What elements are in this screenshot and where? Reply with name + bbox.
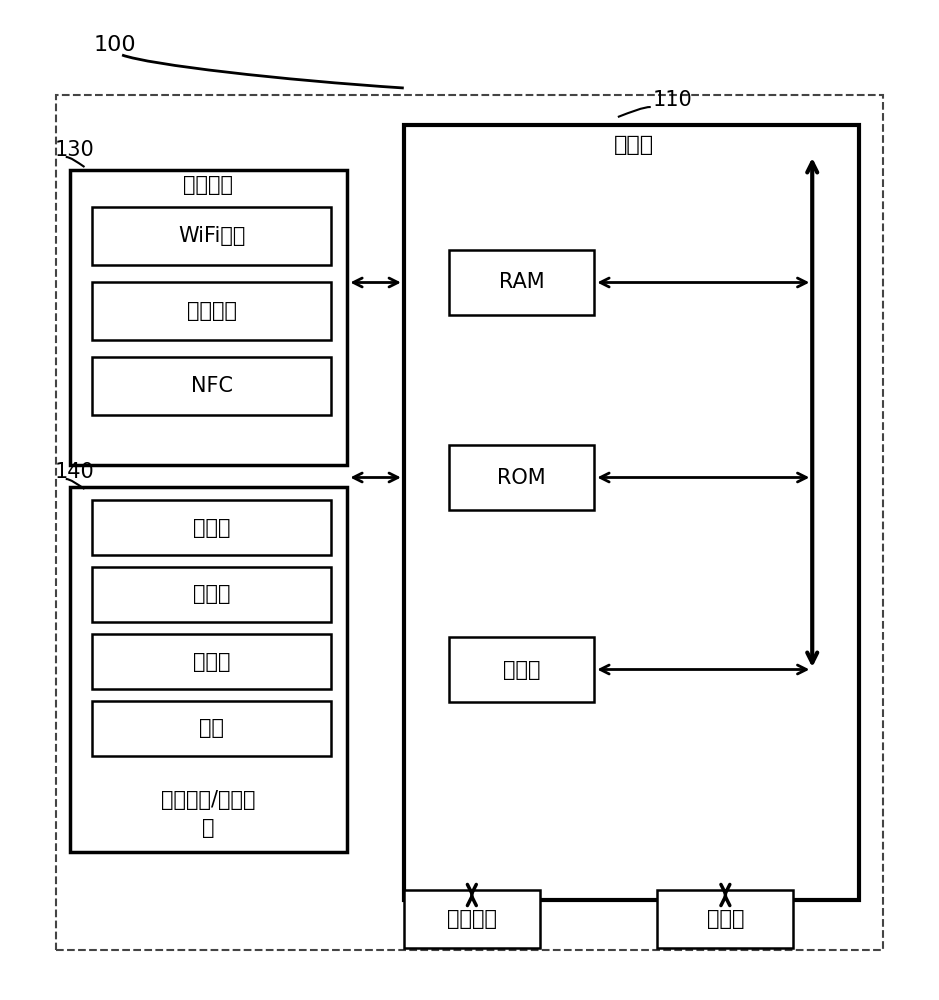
Text: 110: 110 xyxy=(653,90,692,110)
FancyBboxPatch shape xyxy=(404,125,859,900)
FancyBboxPatch shape xyxy=(70,487,347,852)
Text: 触摸板: 触摸板 xyxy=(193,584,230,604)
FancyBboxPatch shape xyxy=(92,500,331,555)
FancyBboxPatch shape xyxy=(92,701,331,756)
Text: 口: 口 xyxy=(202,818,215,838)
Text: 蓝牙模块: 蓝牙模块 xyxy=(187,301,237,321)
FancyBboxPatch shape xyxy=(70,170,347,465)
Text: 按键: 按键 xyxy=(199,718,224,738)
Text: 传感器: 传感器 xyxy=(193,652,230,672)
FancyBboxPatch shape xyxy=(449,250,594,315)
Text: NFC: NFC xyxy=(191,376,233,396)
FancyBboxPatch shape xyxy=(92,567,331,622)
Text: 麦克风: 麦克风 xyxy=(193,518,230,537)
Text: ROM: ROM xyxy=(498,468,546,488)
FancyBboxPatch shape xyxy=(92,207,331,265)
Text: 140: 140 xyxy=(54,462,94,482)
Text: 处理器: 处理器 xyxy=(503,660,540,680)
Text: 130: 130 xyxy=(54,140,94,160)
Text: 存储器: 存储器 xyxy=(707,909,744,929)
FancyBboxPatch shape xyxy=(92,357,331,415)
FancyBboxPatch shape xyxy=(92,282,331,340)
FancyBboxPatch shape xyxy=(449,637,594,702)
Text: 通信接口: 通信接口 xyxy=(183,175,234,195)
Text: WiFi芯片: WiFi芯片 xyxy=(178,226,245,246)
FancyBboxPatch shape xyxy=(404,890,540,948)
FancyBboxPatch shape xyxy=(657,890,793,948)
Text: 100: 100 xyxy=(94,35,136,55)
FancyBboxPatch shape xyxy=(449,445,594,510)
Text: 供电电源: 供电电源 xyxy=(447,909,497,929)
Text: RAM: RAM xyxy=(499,272,545,292)
Text: 用户输入/输出接: 用户输入/输出接 xyxy=(162,790,255,810)
FancyBboxPatch shape xyxy=(92,634,331,689)
Text: 控制器: 控制器 xyxy=(614,135,654,155)
